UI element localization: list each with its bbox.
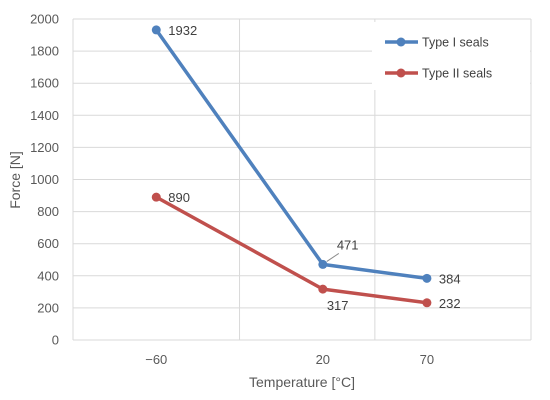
y-tick-label: 1000 (30, 172, 59, 187)
y-tick-label: 800 (37, 204, 59, 219)
y-tick-label: 200 (37, 300, 59, 315)
data-label: 890 (168, 190, 190, 205)
data-point (422, 273, 432, 283)
series-line-2 (154, 195, 429, 305)
y-tick-label: 0 (52, 333, 59, 348)
y-tick-label: 2000 (30, 12, 59, 27)
data-point (318, 284, 328, 294)
data-point (422, 298, 432, 308)
y-tick-label: 1200 (30, 140, 59, 155)
legend-label-type-ii: Type II seals (422, 67, 492, 81)
y-axis-ticks: 0 200 400 600 800 1000 1200 1400 1600 1800 2000 (30, 12, 59, 348)
x-tick-label: 70 (420, 352, 434, 367)
gridlines (72, 18, 532, 341)
legend-swatch-marker-type-i (396, 37, 406, 47)
data-point (318, 259, 328, 269)
y-tick-label: 1400 (30, 108, 59, 123)
x-axis-title: Temperature [°C] (249, 374, 355, 390)
legend: Type I seals Type II seals (372, 22, 530, 90)
legend-swatch-marker-type-ii (396, 68, 406, 78)
data-label: 232 (439, 296, 461, 311)
y-tick-label: 1600 (30, 76, 59, 91)
series-layer (151, 25, 432, 308)
x-axis-ticks: −60 20 70 (145, 352, 434, 367)
legend-label-type-i: Type I seals (422, 36, 489, 50)
data-label: 317 (327, 298, 349, 313)
data-point (151, 192, 161, 202)
data-point (151, 25, 161, 35)
y-tick-label: 400 (37, 268, 59, 283)
legend-background (372, 22, 530, 90)
x-tick-label: 20 (316, 352, 330, 367)
data-labels: 1932 471 384 890 317 232 (168, 23, 460, 313)
x-tick-label: −60 (145, 352, 167, 367)
label-leader-line (326, 252, 340, 262)
data-label: 1932 (168, 23, 197, 38)
data-label: 471 (337, 237, 359, 252)
y-tick-label: 1800 (30, 44, 59, 59)
y-tick-label: 600 (37, 236, 59, 251)
data-label: 384 (439, 271, 461, 286)
y-axis-title: Force [N] (7, 151, 23, 209)
